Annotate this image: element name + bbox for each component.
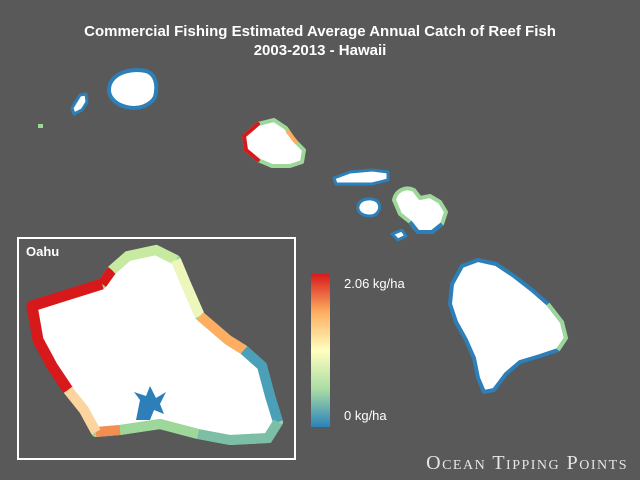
- island-niihau: [70, 92, 89, 116]
- island-molokai: [332, 168, 390, 186]
- maui-south-coast-catch: [408, 220, 444, 234]
- oahu-inset-northeast-shore: [171, 258, 205, 319]
- oahu-inset-north-shore: [108, 244, 179, 274]
- oahu-west-coast-catch: [242, 122, 260, 162]
- map-title-line1: Commercial Fishing Estimated Average Ann…: [84, 23, 556, 40]
- legend-max-label: 2.06 kg/ha: [344, 276, 405, 291]
- oahu-inset-kaneohe-shore: [196, 312, 247, 355]
- island-kaula: [38, 124, 43, 128]
- oahu-inset-west-shore: [26, 278, 104, 394]
- oahu-inset-frame: [17, 237, 296, 460]
- map-title: Commercial Fishing Estimated Average Ann…: [0, 22, 640, 60]
- oahu-inset-southwest-shore: [95, 425, 121, 437]
- island-lanai: [356, 197, 382, 218]
- island-hawaii: [448, 258, 568, 394]
- island-kahoolawe: [390, 228, 408, 242]
- oahu-inset-east-shore: [240, 346, 283, 424]
- oahu-inset-leeward-shore: [64, 386, 101, 435]
- island-kauai: [107, 68, 159, 110]
- oahu-inset-label: Oahu: [26, 244, 60, 259]
- ocean-tipping-points-logo: Ocean Tipping Points: [426, 452, 628, 474]
- oahu-east-coast-catch: [286, 130, 298, 144]
- legend-color-bar: [311, 274, 330, 427]
- oahu-inset-south-shore: [119, 418, 200, 439]
- oahu-inset-map: [26, 244, 283, 446]
- pearl-harbor: [134, 386, 166, 420]
- oahu-inset-southeast-shore: [197, 419, 283, 446]
- legend-min-label: 0 kg/ha: [344, 408, 387, 423]
- oahu-inset-northwest-shore: [97, 267, 117, 287]
- map-title-line2: 2003-2013 - Hawaii: [253, 42, 387, 59]
- hawaii-east-coast-catch: [546, 302, 569, 352]
